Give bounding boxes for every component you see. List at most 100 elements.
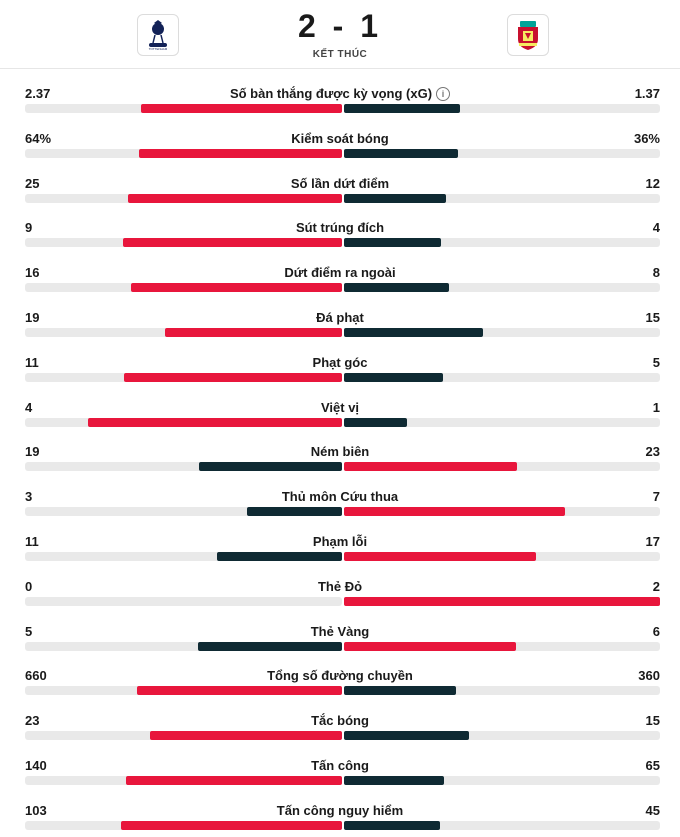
away-bar-fill — [344, 148, 458, 158]
away-stat-value: 7 — [652, 489, 660, 505]
home-stat-value: 140 — [25, 757, 47, 773]
home-bar-track — [25, 148, 342, 158]
stat-label-text: Thủ môn Cứu thua — [281, 489, 399, 505]
away-bar-fill — [344, 193, 447, 203]
away-stat-value: 12 — [645, 175, 660, 191]
away-bar-fill — [344, 283, 450, 293]
stat-label: Thẻ Đỏ — [0, 579, 680, 594]
away-bar-track — [344, 775, 660, 785]
stat-label: Tổng số đường chuyền — [0, 668, 680, 683]
home-stat-value: 25 — [25, 175, 40, 191]
away-stat-value: 1.37 — [634, 86, 660, 101]
home-bar-fill — [88, 417, 342, 427]
stat-label-text: Tổng số đường chuyền — [267, 668, 413, 684]
away-stat-value: 45 — [645, 802, 660, 818]
home-team-badge[interactable]: TOTTENHAM — [137, 14, 179, 56]
home-stat-value: 9 — [25, 220, 33, 236]
away-team-badge[interactable] — [507, 14, 549, 56]
home-stat-value: 11 — [25, 533, 39, 549]
svg-text:TOTTENHAM: TOTTENHAM — [149, 47, 168, 51]
away-bar-fill — [344, 686, 456, 696]
home-bar-fill — [198, 462, 342, 472]
home-bar-track — [25, 507, 342, 517]
stat-label-text: Tấn công — [311, 757, 369, 773]
stat-row: 64% Kiểm soát bóng 36% — [0, 114, 680, 159]
home-bar-fill — [130, 283, 342, 293]
liverpool-crest-icon — [518, 21, 538, 50]
stat-row: 19 Đá phạt 15 — [0, 293, 680, 338]
home-bar-track — [25, 686, 342, 696]
away-stat-value: 4 — [652, 220, 660, 236]
home-bar-track — [25, 238, 342, 248]
home-bar-fill — [125, 775, 342, 785]
away-bar-track — [344, 551, 660, 561]
away-bar-fill — [344, 820, 441, 830]
away-bar-track — [344, 372, 660, 382]
stat-label-text: Sút trúng đích — [295, 220, 385, 236]
home-bar-track — [25, 775, 342, 785]
stat-label: Ném biên — [0, 444, 680, 459]
home-bar-fill — [141, 104, 342, 113]
home-bar-track — [25, 104, 342, 113]
stat-row: 9 Sút trúng đích 4 — [0, 203, 680, 248]
away-bar-track — [344, 104, 660, 113]
home-stat-value: 3 — [25, 489, 33, 505]
stat-row: 5 Thẻ Vàng 6 — [0, 607, 680, 652]
away-bar-fill — [344, 596, 660, 606]
away-bar-fill — [344, 507, 566, 517]
stat-label: Tấn công — [0, 758, 680, 773]
away-bar-fill — [344, 551, 536, 561]
match-status: KẾT THÚC — [312, 49, 368, 60]
away-bar-track — [344, 507, 660, 517]
away-stat-value: 17 — [645, 533, 660, 549]
home-stat-value: 660 — [25, 668, 47, 684]
stat-row: 140 Tấn công 65 — [0, 741, 680, 786]
away-bar-fill — [344, 731, 469, 741]
home-bar-fill — [122, 238, 342, 248]
home-bar-fill — [217, 551, 342, 561]
away-bar-track — [344, 193, 660, 203]
stat-label: Phạt góc — [0, 355, 680, 370]
stat-row: 0 Thẻ Đỏ 2 — [0, 562, 680, 607]
stat-label-text: Số bàn thắng được kỳ vọng (xG) — [229, 86, 433, 101]
stat-label: Thủ môn Cứu thua — [0, 489, 680, 504]
away-bar-fill — [344, 372, 443, 382]
away-bar-fill — [344, 775, 445, 785]
home-bar-fill — [127, 193, 342, 203]
stat-row: 11 Phạm lỗi 17 — [0, 517, 680, 562]
home-stat-value: 23 — [25, 713, 40, 729]
stat-row: 19 Ném biên 23 — [0, 427, 680, 472]
stat-row: 23 Tắc bóng 15 — [0, 696, 680, 741]
stat-label-text: Phạt góc — [312, 354, 368, 370]
stat-label: Thẻ Vàng — [0, 624, 680, 639]
stat-label: Sút trúng đích — [0, 220, 680, 235]
stat-label-text: Ném biên — [310, 444, 370, 460]
stat-label: Số bàn thắng được kỳ vọng (xG) i — [0, 86, 680, 101]
stat-label: Việt vị — [0, 400, 680, 415]
away-bar-track — [344, 820, 660, 830]
home-bar-fill — [246, 507, 342, 517]
stat-row: 4 Việt vị 1 — [0, 383, 680, 428]
away-stat-value: 23 — [645, 444, 660, 460]
home-stat-value: 19 — [25, 309, 40, 325]
away-bar-track — [344, 417, 660, 427]
away-stat-value: 15 — [645, 309, 660, 325]
stat-label: Số lần dứt điểm — [0, 176, 680, 191]
home-bar-fill — [136, 686, 342, 696]
home-bar-fill — [150, 731, 342, 741]
match-score: 2 - 1 — [297, 8, 383, 44]
home-bar-track — [25, 596, 342, 606]
home-stat-value: 2.37 — [25, 86, 51, 101]
away-stat-value: 6 — [652, 623, 660, 639]
away-stat-value: 2 — [652, 578, 660, 594]
info-icon[interactable]: i — [436, 87, 451, 101]
away-bar-track — [344, 641, 660, 651]
stat-row: 103 Tấn công nguy hiểm 45 — [0, 786, 680, 831]
home-bar-fill — [164, 327, 342, 337]
stat-label: Dứt điểm ra ngoài — [0, 265, 680, 280]
stat-label: Tấn công nguy hiểm — [0, 803, 680, 818]
away-bar-fill — [344, 417, 408, 427]
home-bar-track — [25, 462, 342, 472]
away-bar-track — [344, 686, 660, 696]
away-bar-track — [344, 238, 660, 248]
